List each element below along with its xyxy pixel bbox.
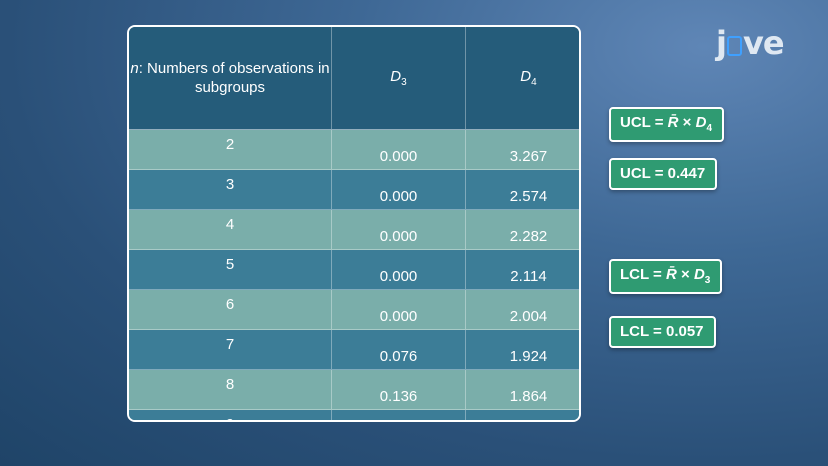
table-row: 3 0.000 2.574 (129, 169, 579, 210)
cell-d4: 3.267 (465, 129, 579, 170)
jove-logo: j ve (716, 24, 785, 62)
cell-d3: 0.184 (331, 409, 466, 420)
cell-n: 9 (129, 409, 332, 420)
table-row: 4 0.000 2.282 (129, 209, 579, 250)
cell-d4: 2.282 (465, 209, 579, 250)
cell-d3: 0.000 (331, 289, 466, 330)
cell-d4: 1.864 (465, 369, 579, 410)
lcl-value-badge: LCL = 0.057 (609, 316, 716, 348)
cell-n: 8 (129, 369, 332, 410)
table-header-row: n: Numbers of observations in subgroups … (129, 27, 579, 130)
cell-d4: 2.574 (465, 169, 579, 210)
cell-d3: 0.000 (331, 249, 466, 290)
constants-table: n: Numbers of observations in subgroups … (129, 27, 579, 420)
control-chart-constants-table: n: Numbers of observations in subgroups … (127, 25, 581, 422)
table-row: 6 0.000 2.004 (129, 289, 579, 330)
cell-d3: 0.000 (331, 209, 466, 250)
ucl-formula-badge: UCL = R̄ × D4 (609, 107, 725, 142)
table-row: 90.1841.861 (129, 409, 579, 420)
header-d3: D3 (331, 27, 466, 130)
cell-d3: 0.000 (331, 169, 466, 210)
table-row: 8 0.136 1.864 (129, 369, 579, 410)
cell-d4: 1.861 (465, 409, 579, 420)
cell-n: 6 (129, 289, 332, 330)
cell-d3: 0.000 (331, 129, 466, 170)
cell-n: 3 (129, 169, 332, 210)
cell-n: 5 (129, 249, 332, 290)
cell-d4: 2.114 (465, 249, 579, 290)
cell-n: 7 (129, 329, 332, 370)
cell-n: 4 (129, 209, 332, 250)
table-row: 5 0.000 2.114 (129, 249, 579, 290)
cell-d4: 1.924 (465, 329, 579, 370)
header-d4: D4 (465, 27, 579, 130)
table-row: 2 0.000 3.267 (129, 129, 579, 170)
ucl-value-badge: UCL = 0.447 (609, 158, 718, 190)
logo-o-mark (726, 36, 742, 56)
lcl-formula-badge: LCL = R̄ × D3 (609, 259, 723, 294)
cell-d4: 2.004 (465, 289, 579, 330)
cell-d3: 0.136 (331, 369, 466, 410)
table-row: 7 0.076 1.924 (129, 329, 579, 370)
header-n: n: Numbers of observations in subgroups (129, 27, 332, 130)
cell-n: 2 (129, 129, 332, 170)
cell-d3: 0.076 (331, 329, 466, 370)
